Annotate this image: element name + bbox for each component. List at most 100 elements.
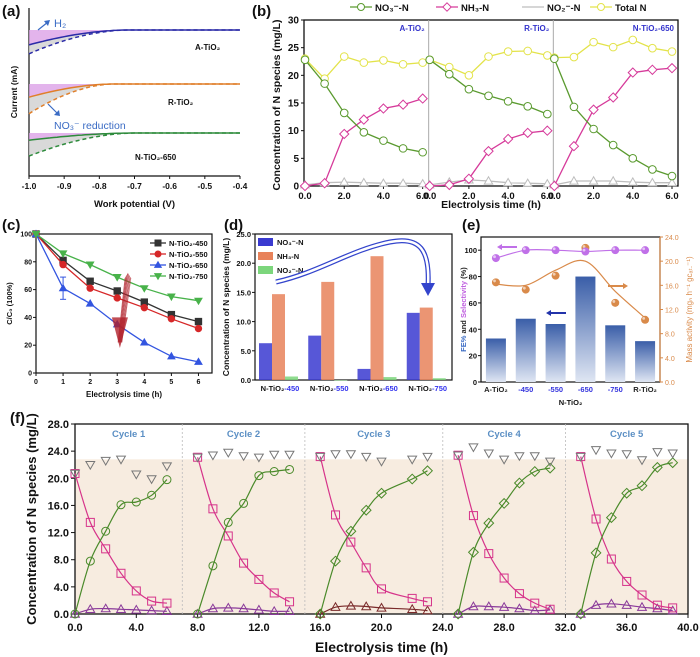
panel-f-point-no3 — [85, 517, 95, 527]
panel-f-ytick-label: 12.0 — [48, 528, 69, 540]
panel-d-legend-swatch — [258, 252, 273, 260]
panel-d-ytick-label: 15.0 — [236, 288, 251, 297]
panel-f-point-no3 — [652, 600, 662, 610]
panel-b-point-no2 — [666, 177, 678, 187]
panel-f-point-nh3 — [375, 487, 388, 499]
panel-b-point-total — [418, 58, 427, 67]
panel-c-point — [194, 297, 203, 306]
panel-e-selectivity-point — [581, 247, 590, 256]
panel-b-point-no3 — [484, 91, 493, 101]
panel-b-point-no3 — [667, 171, 677, 181]
panel-a-h2-fill — [29, 133, 117, 141]
panel-c-legend-label: N-TiO₂-650 — [169, 261, 208, 270]
panel-e-selectivity-point-body — [521, 246, 530, 255]
panel-f-point-no3 — [637, 590, 647, 600]
panel-f-point-no2 — [468, 601, 479, 611]
panel-b-xtick-label: 4.0 — [377, 191, 390, 202]
panel-e-mass-activity-point-body — [641, 315, 650, 324]
panel-f-xtick-label: 4.0 — [129, 622, 144, 634]
panel-e-selectivity-point-body — [551, 246, 560, 255]
panel-c-point — [113, 287, 121, 295]
panel-e-selectivity-point-body — [581, 247, 590, 256]
panel-e-selectivity-point — [521, 246, 530, 255]
panel-f-line-no3 — [74, 473, 167, 604]
panel-c-legend-label: N-TiO₂-550 — [169, 250, 208, 259]
panel-b-xtick-label: 6.0 — [665, 191, 678, 202]
panel-f-point-no2 — [69, 608, 81, 618]
panel-b-ytick-label: 20 — [288, 71, 300, 82]
panel-f-band — [75, 459, 688, 614]
panel-b-point-nh3 — [417, 93, 428, 104]
panel-b-point-no3 — [589, 124, 598, 134]
panel-a-xtick-label: -0.9 — [57, 181, 72, 191]
panel-d-ylabel: Concentration of N species (mg/L) — [221, 238, 231, 377]
panel-d-xtick-label: N-TiO₂-650 — [359, 384, 398, 393]
panel-b-xlabel: Electrolysis time (h) — [441, 199, 541, 211]
panel-f-cycle-label: Cycle 1 — [112, 429, 146, 440]
panel-f-point-nh3 — [360, 504, 372, 516]
panel-c-ytick-label: 40 — [24, 315, 32, 322]
panel-f-point-total — [514, 452, 525, 462]
panel-b-xtick-label: 4.0 — [502, 191, 515, 202]
panel-b-point-no3 — [648, 165, 657, 174]
panel-d-xtick-label: N-TiO₂-550 — [310, 384, 349, 393]
panel-f-point-no2 — [345, 600, 357, 610]
panel-f-point-no3 — [162, 598, 172, 608]
panel-f-point-no3 — [514, 589, 524, 599]
panel-a-h2-label: H₂ — [54, 18, 66, 30]
panel-c-legend-marker — [154, 239, 162, 247]
panel-f-ytick-label: 16.0 — [48, 500, 69, 512]
panel-f-xtick-label: 12.0 — [248, 622, 269, 634]
panel-a-no3-fill — [29, 133, 240, 157]
panel-e-selectivity-point-highlight — [612, 247, 616, 251]
panel-b-point-no2 — [339, 176, 350, 186]
panel-f-point-no3 — [208, 504, 218, 514]
panel-f-xtick-label: 20.0 — [371, 622, 392, 634]
panel-f-point-no2 — [590, 599, 602, 609]
panel-e-mass-arrowhead — [623, 283, 628, 289]
panel-b-point-total — [503, 47, 513, 56]
panel-f-point-no3 — [545, 604, 555, 614]
panel-e-label: (e) — [462, 217, 480, 234]
panel-e-ytick-right-label: 20.0 — [665, 259, 679, 266]
panel-f-point-nh3 — [529, 465, 541, 478]
panel-b-point-no3 — [425, 55, 434, 65]
panel-c-ytick-label: 100 — [20, 232, 32, 239]
panel-b-point-total — [523, 46, 533, 56]
panel-a-xtick-label: -0.4 — [233, 181, 248, 191]
panel-b-xtick-label: 0.0 — [423, 191, 436, 202]
panel-f-line-no3 — [457, 455, 551, 610]
panel-a-h2-arrowhead — [44, 20, 50, 26]
panel-b-point-no2 — [608, 175, 619, 185]
panel-f-cycle-label: Cycle 4 — [487, 429, 521, 440]
panel-c-point — [167, 351, 176, 360]
panel-a-xtick-label: -1.0 — [22, 181, 37, 191]
panel-f-line-nh3 — [457, 467, 551, 615]
panel-b-xtick-label: 2.0 — [338, 191, 351, 202]
panel-f-point-no3 — [239, 558, 249, 568]
panel-f-line-nh3 — [319, 470, 428, 615]
panel-f-line-no2 — [457, 605, 551, 615]
panel-e-mass-activity-point-highlight — [522, 286, 526, 290]
panel-b-point-no3 — [320, 79, 329, 88]
panel-f-cycle-label: Cycle 3 — [357, 429, 390, 440]
panel-f-point-nh3 — [131, 497, 141, 507]
panel-e-selectivity-point — [611, 246, 620, 255]
panel-e-selectivity-point — [641, 246, 650, 255]
panel-b-xtick-label: 4.0 — [626, 191, 639, 202]
panel-d-bar — [383, 377, 397, 380]
panel-f-point-nh3 — [314, 608, 326, 620]
panel-f-point-nh3 — [513, 477, 525, 489]
panel-b-point-nh3 — [358, 114, 370, 125]
panel-f-point-total — [636, 456, 648, 466]
panel-d-bar — [357, 368, 371, 380]
panel-f-point-no3 — [101, 544, 111, 554]
panel-b-point-no3 — [418, 147, 427, 157]
panel-f-point-total — [606, 449, 617, 459]
panel-b-ytick-label: 0 — [293, 182, 299, 193]
panel-a-xtick-label: -0.7 — [127, 181, 142, 191]
panel-f-line-nh3 — [74, 479, 168, 615]
panel-f-point-nh3 — [544, 462, 556, 474]
panel-f-point-total — [621, 450, 632, 460]
panel-b-subpanel-title: A-TiO₂ — [399, 24, 425, 33]
